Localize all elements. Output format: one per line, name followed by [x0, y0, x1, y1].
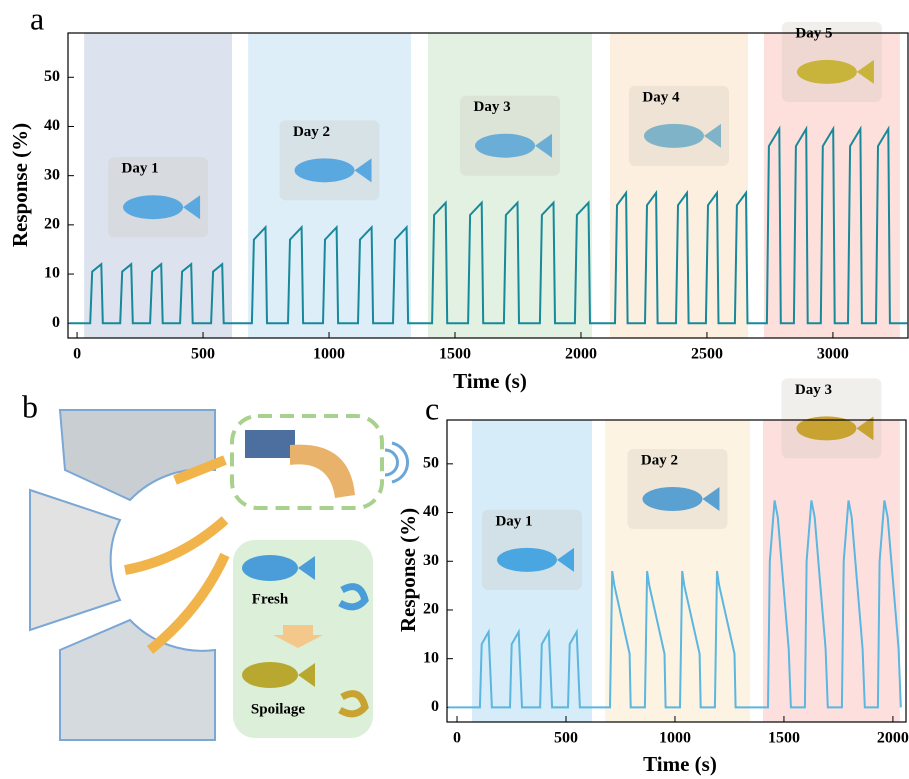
sensor-strip	[290, 445, 355, 498]
y-tick-label: 50	[423, 455, 439, 472]
panel-label: c	[425, 390, 439, 426]
x-tick-label: 500	[554, 730, 578, 747]
y-tick-label: 20	[423, 601, 439, 618]
x-tick-label: 500	[191, 346, 215, 363]
fish-icon	[242, 662, 298, 688]
x-tick-label: 3000	[817, 346, 849, 363]
day-band	[428, 33, 592, 338]
x-tick-label: 1500	[768, 730, 800, 747]
x-tick-label: 1000	[659, 730, 691, 747]
x-tick-label: 1500	[439, 346, 471, 363]
sample-icon	[497, 548, 557, 572]
day-label: Day 3	[473, 99, 510, 115]
x-tick-label: 2500	[691, 346, 723, 363]
arrow	[150, 555, 225, 650]
panel-label: b	[22, 388, 38, 424]
panel-label: a	[30, 0, 44, 36]
x-tick-label: 2000	[877, 730, 909, 747]
y-tick-label: 50	[44, 68, 60, 85]
sensor	[245, 430, 295, 458]
sample-icon	[642, 487, 702, 511]
day-label: Day 3	[795, 382, 832, 398]
fish-icon	[242, 555, 298, 581]
day-label: Day 2	[293, 124, 330, 140]
figure: b Fresh Spoilage Day 1 Day 2 Day 3 Day 4 Day…	[0, 0, 909, 779]
y-axis-label: Response (%)	[396, 508, 420, 632]
y-tick-label: 0	[431, 698, 439, 715]
y-tick-label: 0	[52, 314, 60, 331]
fresh-label: Fresh	[252, 591, 289, 607]
y-tick-label: 30	[44, 166, 60, 183]
wireless	[385, 443, 408, 482]
x-axis-label: Time (s)	[453, 369, 527, 393]
x-axis-label: Time (s)	[643, 752, 717, 776]
sample-icon	[797, 60, 857, 84]
day-label: Day 2	[641, 452, 678, 468]
day-label: Day 1	[122, 161, 159, 177]
photo-fish	[60, 410, 215, 500]
y-tick-label: 10	[423, 649, 439, 666]
sample-icon	[295, 158, 355, 182]
x-tick-label: 0	[73, 346, 81, 363]
sample-icon	[123, 195, 183, 219]
x-tick-label: 2000	[565, 346, 597, 363]
sample-icon	[475, 134, 535, 158]
photo-shrimp	[30, 490, 120, 630]
y-tick-label: 10	[44, 265, 60, 282]
x-tick-label: 1000	[313, 346, 345, 363]
spoilage-label: Spoilage	[251, 701, 306, 717]
y-tick-label: 30	[423, 552, 439, 569]
panel-b: b Fresh Spoilage	[22, 388, 408, 740]
y-tick-label: 40	[44, 117, 60, 134]
photo-pomfret	[60, 620, 215, 740]
y-axis-label: Response (%)	[8, 123, 32, 247]
x-tick-label: 0	[453, 730, 461, 747]
day-label: Day 1	[495, 513, 532, 529]
y-tick-label: 40	[423, 503, 439, 520]
sample-icon	[644, 124, 704, 148]
y-tick-label: 20	[44, 216, 60, 233]
day-label: Day 4	[642, 89, 680, 105]
arrow	[125, 520, 225, 570]
day-band	[610, 33, 748, 338]
